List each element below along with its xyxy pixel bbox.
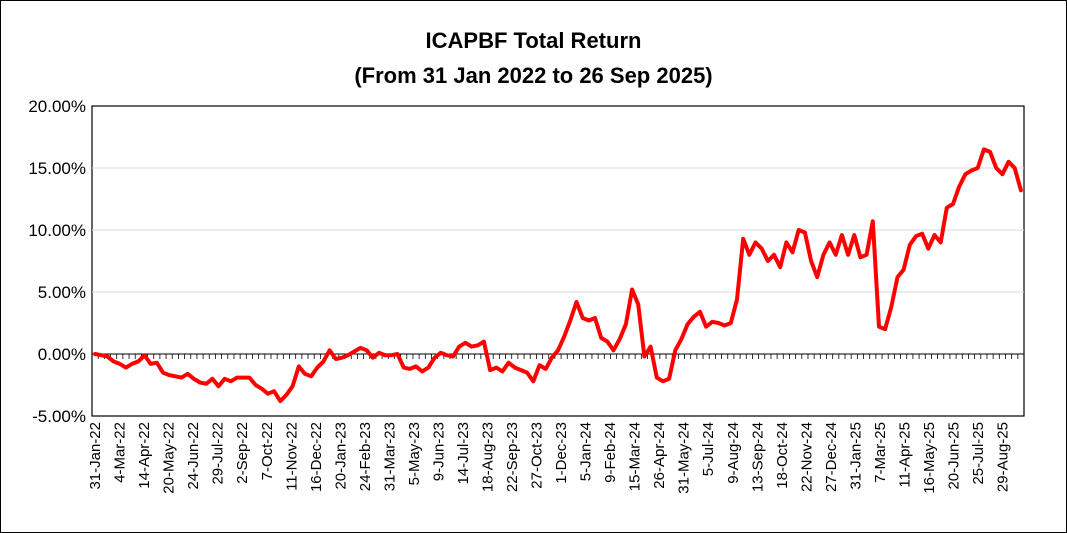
x-tick-label: 25-Jul-25 — [970, 422, 987, 485]
x-tick-label: 5-Jul-24 — [700, 422, 717, 476]
x-tick-label: 13-Sep-24 — [749, 422, 766, 492]
y-tick-label: -5.00% — [32, 407, 86, 426]
x-tick-label: 5-Jan-24 — [578, 422, 595, 481]
x-tick-label: 14-Jul-23 — [455, 422, 472, 485]
x-tick-label: 7-Mar-25 — [872, 422, 889, 483]
x-tick-label: 31-Mar-23 — [381, 422, 398, 491]
chart-title: ICAPBF Total Return — [425, 28, 642, 53]
x-tick-label: 24-Jun-22 — [185, 422, 202, 490]
x-tick-label: 20-Jun-25 — [946, 422, 963, 490]
x-tick-label: 22-Sep-23 — [504, 422, 521, 492]
y-tick-label: 5.00% — [38, 283, 86, 302]
x-tick-label: 27-Oct-23 — [529, 422, 546, 489]
plot-area — [91, 105, 1025, 417]
x-tick-label: 20-Jan-23 — [332, 422, 349, 490]
series-line — [93, 147, 1023, 404]
x-tick-label: 20-May-22 — [161, 422, 178, 494]
x-tick-label: 31-Jan-25 — [847, 422, 864, 490]
y-tick-label: 15.00% — [28, 159, 86, 178]
x-tick-label: 16-May-25 — [921, 422, 938, 494]
x-tick-label: 18-Aug-23 — [480, 422, 497, 492]
x-tick-label: 22-Nov-24 — [798, 422, 815, 492]
x-tick-label: 2-Sep-22 — [234, 422, 251, 484]
x-tick-label: 9-Aug-24 — [725, 422, 742, 484]
x-tick-label: 31-May-24 — [676, 422, 693, 494]
x-tick-label: 7-Oct-22 — [259, 422, 276, 480]
chart-subtitle: (From 31 Jan 2022 to 26 Sep 2025) — [354, 63, 713, 88]
x-tick-label: 9-Feb-24 — [602, 422, 619, 483]
y-tick-label: 20.00% — [28, 97, 86, 116]
x-tick-label: 16-Dec-22 — [308, 422, 325, 492]
x-tick-label: 5-May-23 — [406, 422, 423, 485]
x-tick-label: 4-Mar-22 — [112, 422, 129, 483]
x-tick-label: 29-Jul-22 — [210, 422, 227, 485]
x-tick-label: 24-Feb-23 — [357, 422, 374, 491]
x-tick-label: 18-Oct-24 — [774, 422, 791, 489]
x-tick-label: 29-Aug-25 — [995, 422, 1012, 492]
x-tick-label: 26-Apr-24 — [651, 422, 668, 489]
x-tick-label: 31-Jan-22 — [87, 422, 104, 490]
y-tick-label: 10.00% — [28, 221, 86, 240]
x-tick-label: 27-Dec-24 — [823, 422, 840, 492]
y-tick-label: 0.00% — [38, 345, 86, 364]
x-tick-label: 1-Dec-23 — [553, 422, 570, 484]
x-tick-label: 15-Mar-24 — [627, 422, 644, 491]
x-tick-label: 14-Apr-22 — [136, 422, 153, 489]
x-tick-label: 9-Jun-23 — [430, 422, 447, 481]
x-tick-label: 11-Nov-22 — [283, 422, 300, 491]
x-tick-label: 11-Apr-25 — [896, 422, 913, 488]
